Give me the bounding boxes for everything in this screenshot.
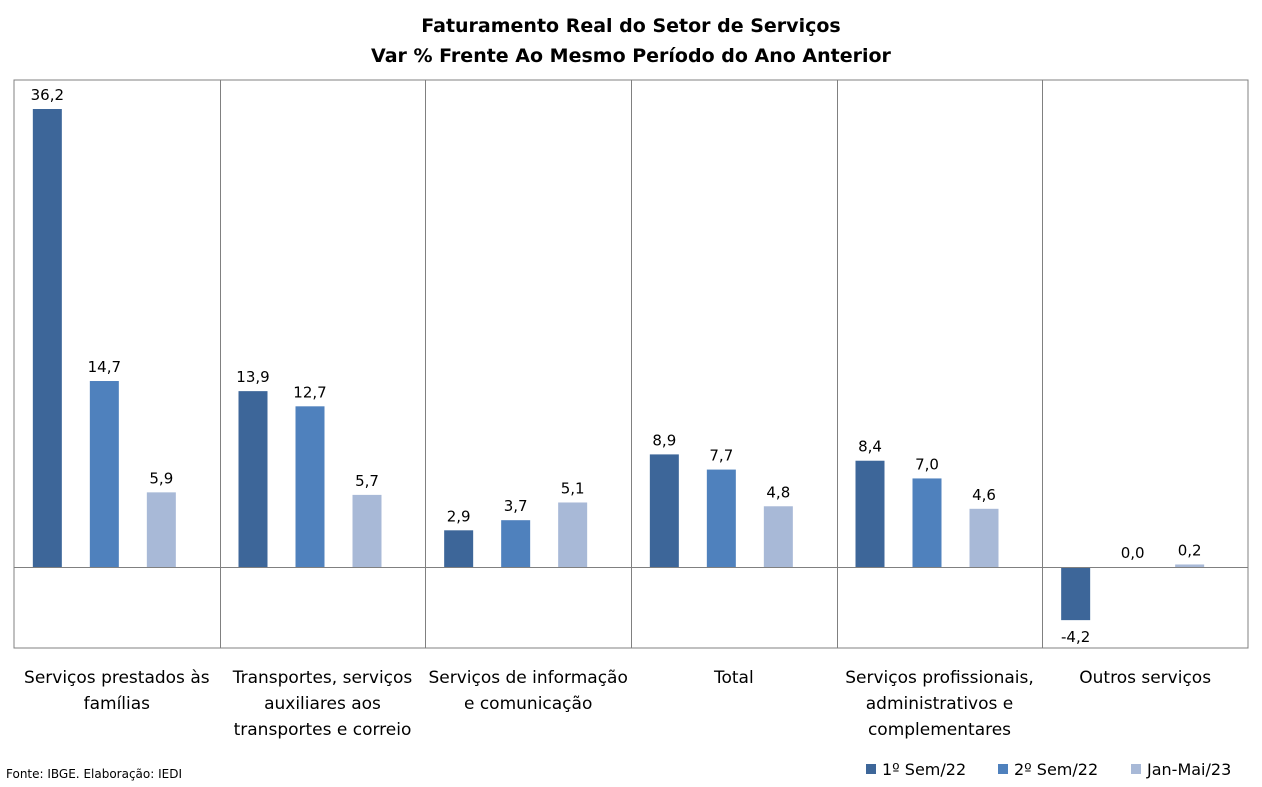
legend-label: 1º Sem/22 [882,760,966,779]
data-label: 3,7 [504,497,528,515]
bar-1-1 [32,109,62,567]
legend-swatch [998,764,1008,774]
bar-3-6 [1175,564,1205,567]
category-label: famílias [84,694,151,714]
data-label: 5,9 [149,469,173,487]
data-label: 8,9 [652,431,676,449]
data-label: 14,7 [88,358,121,376]
chart-subtitle: Var % Frente Ao Mesmo Período do Ano Ant… [371,45,892,67]
category-label: e comunicação [464,694,592,714]
data-label: 12,7 [293,383,326,401]
category-label: Transportes, serviços [232,668,413,688]
category-label: complementares [868,720,1011,740]
data-label: 0,2 [1178,541,1202,559]
legend: 1º Sem/22 2º Sem/22 Jan-Mai/23 [866,760,1231,779]
bar-1-2 [238,391,268,567]
bar-2-5 [912,478,942,567]
chart-title: Faturamento Real do Setor de Serviços [421,15,840,37]
category-label: Total [713,668,754,688]
category-label: Serviços profissionais, [845,668,1034,688]
category-label: Serviços de informação [428,668,627,688]
data-label: 4,6 [972,486,996,504]
bar-2-3 [501,520,531,567]
data-label: 5,7 [355,472,379,490]
bar-3-2 [352,494,382,567]
bar-1-4 [649,454,679,567]
category-label: Serviços prestados às [24,668,210,688]
data-label: -4,2 [1061,628,1090,646]
category-label: Outros serviços [1079,668,1211,688]
bar-2-2 [295,406,325,567]
legend-label: Jan-Mai/23 [1146,760,1231,779]
data-label: 4,8 [766,483,790,501]
bar-1-6 [1061,567,1091,621]
data-label: 7,7 [709,447,733,465]
plot-area: 36,2 13,9 2,9 8,9 8,4 -4,2 14,7 12,7 3,7 7,7 7,0 0,… [13,79,1249,740]
data-label: 8,4 [858,438,882,456]
legend-swatch [866,764,876,774]
bar-3-4 [763,506,793,567]
legend-label: 2º Sem/22 [1014,760,1098,779]
data-label: 5,1 [561,479,585,497]
data-label: 0,0 [1121,544,1145,562]
source-note: Fonte: IBGE. Elaboração: IEDI [6,767,182,781]
bar-2-4 [706,469,736,567]
category-label: transportes e correio [234,720,412,740]
data-label: 13,9 [236,368,269,386]
category-label: administrativos e [866,694,1014,714]
bar-3-3 [558,502,588,567]
bar-1-5 [855,460,885,567]
bar-3-1 [146,492,176,567]
bar-3-5 [969,508,999,567]
data-label: 7,0 [915,455,939,473]
bar-1-3 [444,530,474,567]
data-label: 2,9 [447,507,471,525]
legend-swatch [1131,764,1141,774]
category-label: auxiliares aos [264,694,381,714]
data-label: 36,2 [31,86,64,104]
bar-2-1 [89,381,119,567]
